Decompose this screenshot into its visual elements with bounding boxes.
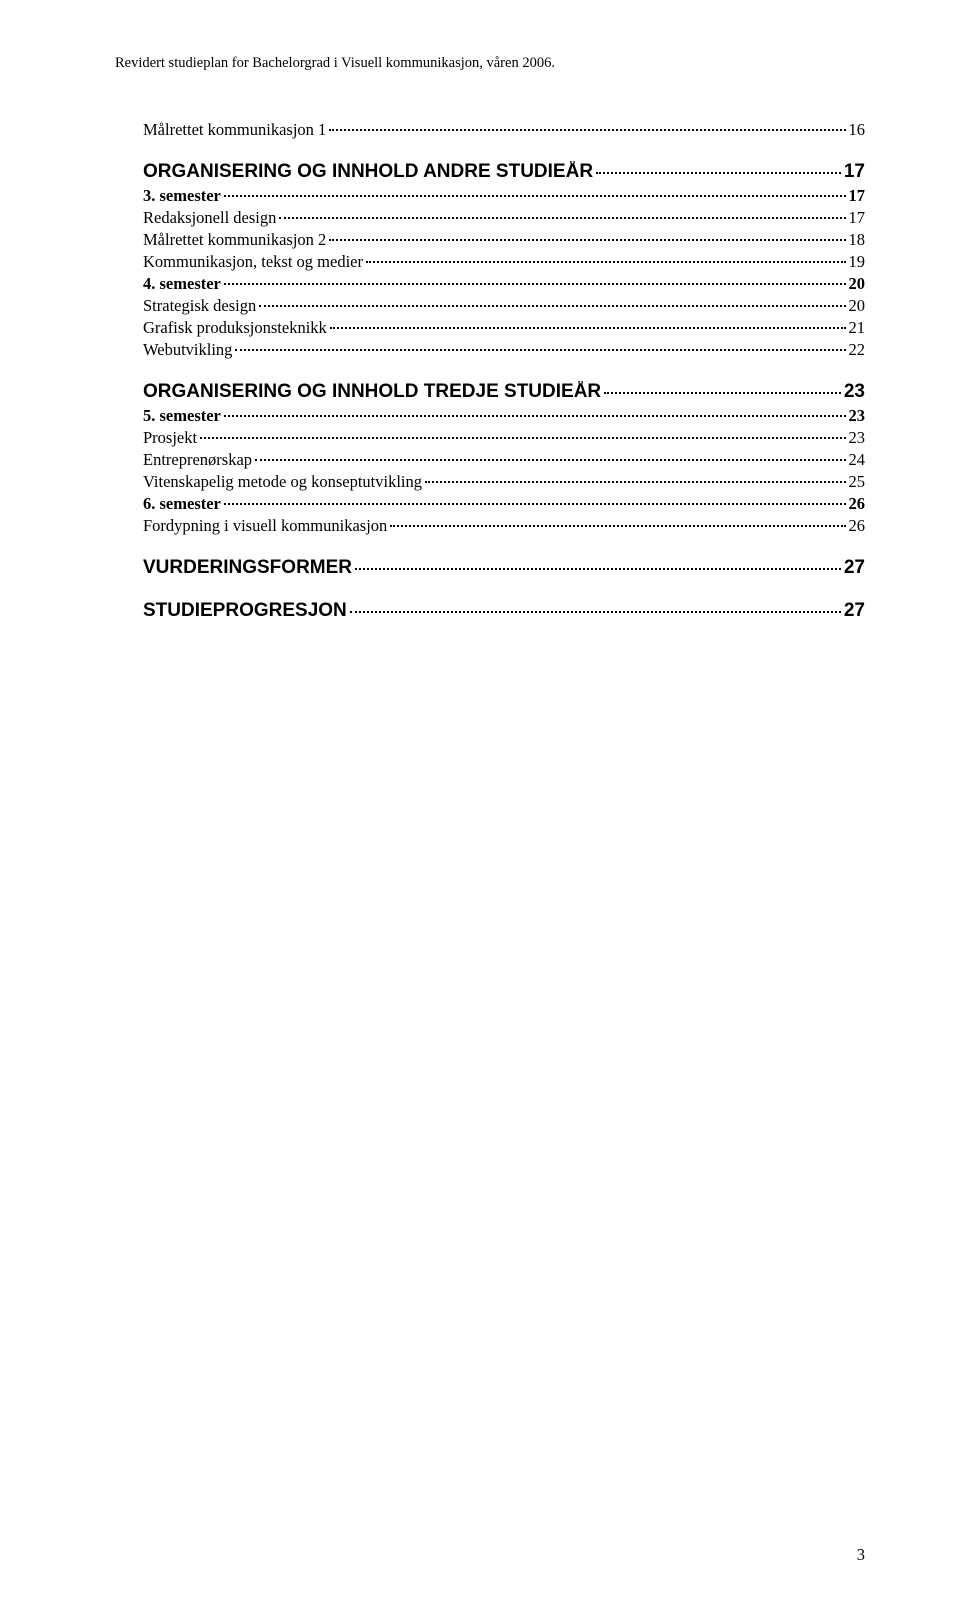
toc-entry: ORGANISERING OG INNHOLD TREDJE STUDIEÅR …	[143, 381, 865, 403]
toc-leader-dots	[200, 437, 845, 439]
toc-entry: Prosjekt 23	[143, 428, 865, 448]
toc-entry: Målrettet kommunikasjon 1 16	[143, 120, 865, 140]
toc-leader-dots	[255, 459, 845, 461]
toc-leader-dots	[425, 481, 845, 483]
toc-page: 25	[849, 472, 866, 492]
toc-entry: Strategisk design 20	[143, 296, 865, 316]
toc-label: Kommunikasjon, tekst og medier	[143, 252, 363, 272]
toc-entry: Målrettet kommunikasjon 2 18	[143, 230, 865, 250]
toc-leader-dots	[259, 305, 845, 307]
toc-label: Målrettet kommunikasjon 2	[143, 230, 326, 250]
toc-page: 24	[849, 450, 866, 470]
toc-page: 26	[849, 516, 866, 536]
toc-leader-dots	[235, 349, 845, 351]
toc-page: 20	[849, 274, 866, 294]
toc-entry: 5. semester 23	[143, 406, 865, 426]
toc-label: Strategisk design	[143, 296, 256, 316]
toc-leader-dots	[330, 327, 846, 329]
toc-leader-dots	[329, 129, 845, 131]
toc-label: 3. semester	[143, 186, 221, 206]
toc-page: 23	[844, 381, 865, 403]
toc-label: 6. semester	[143, 494, 221, 514]
toc-entry: STUDIEPROGRESJON 27	[143, 600, 865, 622]
table-of-contents: Målrettet kommunikasjon 1 16 ORGANISERING…	[115, 120, 865, 622]
toc-leader-dots	[596, 172, 841, 174]
toc-label: Grafisk produksjonsteknikk	[143, 318, 327, 338]
toc-label: STUDIEPROGRESJON	[143, 600, 347, 622]
toc-page: 20	[849, 296, 866, 316]
toc-label: ORGANISERING OG INNHOLD ANDRE STUDIEÅR	[143, 161, 593, 183]
toc-leader-dots	[355, 568, 841, 570]
toc-page: 17	[849, 208, 866, 228]
toc-entry: Entreprenørskap 24	[143, 450, 865, 470]
toc-leader-dots	[329, 239, 845, 241]
toc-entry: Kommunikasjon, tekst og medier 19	[143, 252, 865, 272]
toc-page: 26	[849, 494, 866, 514]
toc-label: Vitenskapelig metode og konseptutvikling	[143, 472, 422, 492]
toc-label: 4. semester	[143, 274, 221, 294]
toc-leader-dots	[224, 503, 846, 505]
toc-entry: Webutvikling 22	[143, 340, 865, 360]
toc-leader-dots	[224, 195, 846, 197]
toc-page: 22	[849, 340, 866, 360]
toc-label: Webutvikling	[143, 340, 232, 360]
toc-entry: Fordypning i visuell kommunikasjon 26	[143, 516, 865, 536]
page-number: 3	[857, 1545, 865, 1565]
toc-page: 17	[849, 186, 866, 206]
toc-page: 23	[849, 406, 866, 426]
toc-label: Fordypning i visuell kommunikasjon	[143, 516, 387, 536]
toc-leader-dots	[366, 261, 846, 263]
toc-label: Entreprenørskap	[143, 450, 252, 470]
toc-page: 16	[849, 120, 866, 140]
toc-page: 21	[849, 318, 866, 338]
toc-leader-dots	[224, 283, 846, 285]
toc-page: 27	[844, 600, 865, 622]
toc-label: 5. semester	[143, 406, 221, 426]
toc-leader-dots	[224, 415, 846, 417]
toc-entry: VURDERINGSFORMER 27	[143, 557, 865, 579]
toc-label: Prosjekt	[143, 428, 197, 448]
toc-leader-dots	[604, 392, 841, 394]
document-header: Revidert studieplan for Bachelorgrad i V…	[115, 55, 865, 72]
toc-label: ORGANISERING OG INNHOLD TREDJE STUDIEÅR	[143, 381, 601, 403]
toc-leader-dots	[390, 525, 845, 527]
toc-page: 27	[844, 557, 865, 579]
toc-entry: ORGANISERING OG INNHOLD ANDRE STUDIEÅR 1…	[143, 161, 865, 183]
toc-entry: Grafisk produksjonsteknikk 21	[143, 318, 865, 338]
toc-entry: Redaksjonell design 17	[143, 208, 865, 228]
toc-entry: Vitenskapelig metode og konseptutvikling…	[143, 472, 865, 492]
toc-page: 19	[849, 252, 866, 272]
toc-label: Målrettet kommunikasjon 1	[143, 120, 326, 140]
toc-leader-dots	[350, 611, 841, 613]
toc-page: 18	[849, 230, 866, 250]
toc-entry: 3. semester 17	[143, 186, 865, 206]
toc-leader-dots	[279, 217, 845, 219]
toc-label: VURDERINGSFORMER	[143, 557, 352, 579]
toc-page: 23	[849, 428, 866, 448]
toc-entry: 4. semester 20	[143, 274, 865, 294]
toc-label: Redaksjonell design	[143, 208, 276, 228]
toc-entry: 6. semester 26	[143, 494, 865, 514]
toc-page: 17	[844, 161, 865, 183]
